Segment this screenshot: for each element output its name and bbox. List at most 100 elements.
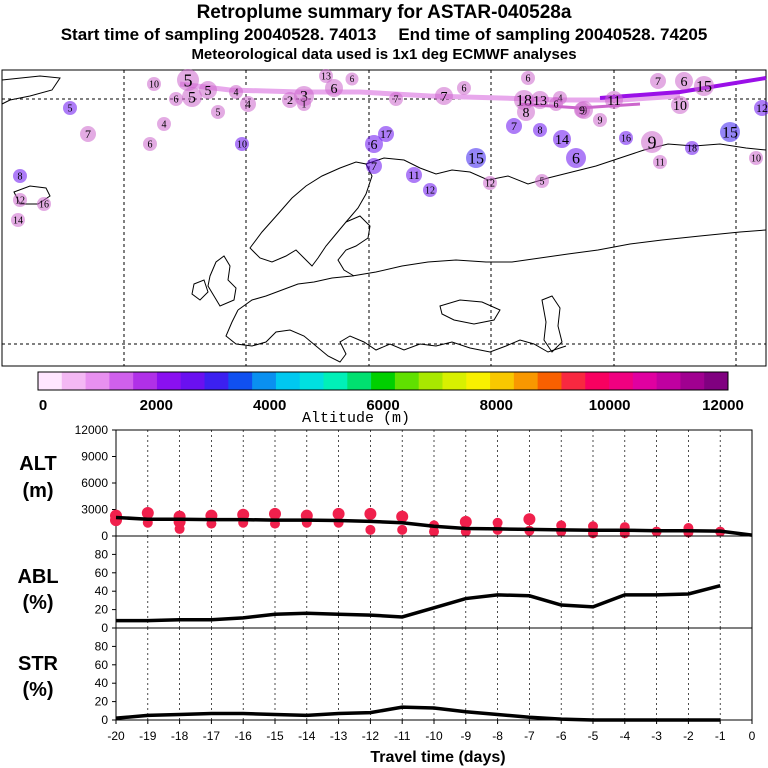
plume-marker-dot	[37, 197, 51, 211]
x-tick-label: -10	[425, 729, 443, 743]
plume-marker: 6	[566, 148, 586, 168]
colorbar-swatch	[466, 372, 491, 390]
x-tick-label: -7	[524, 729, 535, 743]
plume-marker: 8	[13, 169, 27, 183]
plume-marker-label: 16	[39, 200, 49, 211]
british-isles	[207, 255, 237, 307]
plume-marker-dot	[566, 148, 586, 168]
x-tick-label: -19	[139, 729, 157, 743]
x-tick-label: -5	[588, 729, 599, 743]
alt-point	[174, 523, 185, 534]
plume-marker: 5	[63, 101, 77, 115]
x-tick-label: -16	[235, 729, 253, 743]
plume-marker-label: 18	[687, 144, 697, 155]
plume-marker-label: 6	[331, 82, 338, 97]
colorbar-swatch	[609, 372, 634, 390]
plume-marker: 12	[754, 100, 768, 116]
alt-point	[365, 524, 376, 535]
colorbar-frame	[37, 371, 729, 391]
plume-marker-dot	[694, 76, 714, 96]
plume-marker: 11	[605, 91, 623, 109]
x-tick-label: -11	[394, 729, 411, 743]
plume-marker: 5	[211, 105, 225, 119]
x-tick-label: -18	[171, 729, 189, 743]
plume-marker: 15	[720, 122, 740, 142]
plume-marker-dot	[466, 148, 486, 168]
plume-marker: 10	[671, 96, 689, 114]
plume-marker-label: 5	[188, 90, 196, 107]
plume-marker-label: 15	[696, 79, 712, 96]
colorbar-label: Altitude (m)	[302, 410, 410, 427]
plume-marker-dot	[641, 131, 663, 153]
plume-marker-label: 12	[425, 186, 435, 197]
colorbar-swatch	[513, 372, 539, 390]
plume-marker: 6	[675, 72, 693, 90]
plume-marker: 6	[549, 97, 563, 111]
x-tick-label: -17	[203, 729, 221, 743]
plume-marker-label: 6	[526, 74, 531, 85]
y-tick-label: 0	[101, 529, 108, 543]
plume-marker-label: 10	[751, 154, 761, 165]
plume-marker: 4	[229, 85, 243, 99]
alt-point	[110, 514, 122, 527]
plume-marker-dot	[521, 71, 535, 85]
plume-marker: 10	[235, 137, 249, 151]
plume-marker-dot	[199, 81, 217, 99]
plume-marker: 7	[650, 73, 666, 89]
plume-marker-dot	[483, 176, 497, 190]
panel-label: (%)	[22, 592, 53, 614]
y-tick-label: 0	[101, 621, 108, 635]
iberia-mediterranean	[225, 309, 567, 363]
plume-marker-dot	[435, 87, 453, 105]
colorbar-swatch	[704, 372, 729, 390]
plume-marker-label: 7	[511, 119, 517, 133]
plume-marker: 6	[169, 92, 183, 106]
plume-marker-label: 14	[555, 133, 569, 148]
plume-path-pink	[179, 81, 681, 103]
plume-marker-dot	[282, 92, 298, 108]
plume-marker-dot	[169, 92, 183, 106]
plume-marker-label: 12	[485, 179, 495, 190]
colorbar-swatch	[275, 372, 301, 390]
plume-marker-label: 5	[205, 84, 212, 99]
plume-marker-dot	[147, 77, 161, 91]
plume-marker-label: 8	[18, 172, 23, 183]
colorbar-swatch	[156, 372, 182, 390]
plume-path-purple	[599, 76, 767, 100]
y-tick-label: 80	[95, 547, 109, 561]
alt-point	[364, 507, 377, 520]
plume-marker-dot	[749, 151, 763, 165]
plume-marker: 7	[389, 92, 403, 106]
colorbar-tick-label: 2000	[140, 397, 173, 414]
sampling-times: Start time of sampling 20040528. 74013 En…	[0, 25, 768, 45]
plume-marker: 16	[619, 131, 633, 145]
plume-marker-label: 12	[15, 196, 25, 207]
plume-marker-dot	[549, 97, 563, 111]
map-frame	[1, 69, 767, 367]
colorbar-swatch	[632, 372, 658, 390]
plume-marker-dot	[653, 155, 667, 169]
plume-marker-label: 4	[162, 120, 167, 131]
plume-marker-label: 10	[237, 140, 247, 151]
plume-marker-dot	[423, 183, 437, 197]
colorbar-tick-label: 6000	[366, 397, 399, 414]
plume-marker: 12	[13, 193, 27, 207]
x-tick-label: -3	[651, 729, 662, 743]
y-tick-label: 40	[95, 676, 109, 690]
alt-point	[141, 507, 154, 520]
alt-mean-line	[115, 515, 753, 537]
plume-marker-dot	[211, 105, 225, 119]
y-tick-label: 12000	[75, 423, 109, 437]
plume-marker-label: 6	[681, 75, 688, 90]
plume-marker-label: 7	[655, 74, 661, 88]
plume-marker-dot	[143, 137, 157, 151]
altitude-colorbar: 0 2000 4000 6000 8000 10000 12000 Altitude (m)	[37, 371, 744, 427]
plume-marker-dot	[593, 113, 607, 127]
y-tick-label: 6000	[81, 476, 108, 490]
plume-marker-dot	[574, 102, 590, 118]
y-tick-label: 80	[95, 639, 109, 653]
colorbar-ticks: 0 2000 4000 6000 8000 10000 12000	[39, 397, 744, 414]
plume-marker: 6	[325, 79, 343, 97]
plume-marker-dot	[365, 135, 383, 153]
alt-point	[492, 517, 503, 528]
